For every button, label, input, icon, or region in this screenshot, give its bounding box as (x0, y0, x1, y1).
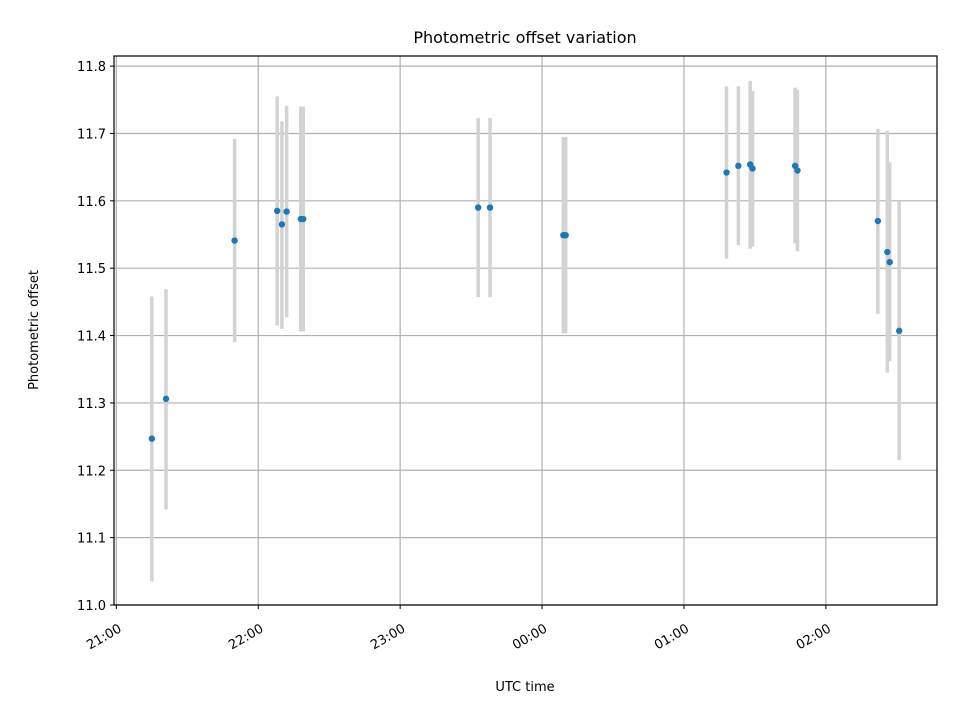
y-tick-label: 11.8 (77, 60, 106, 75)
data-point (874, 217, 882, 225)
data-point (723, 169, 730, 176)
y-tick-label: 11.5 (77, 262, 106, 277)
data-point (486, 204, 494, 211)
data-point (231, 237, 238, 244)
axis-ticks (110, 65, 827, 609)
data-point (791, 162, 799, 169)
y-axis-label: Photometric offset (27, 270, 42, 390)
data-points (148, 161, 903, 442)
data-point (299, 215, 307, 223)
data-point (162, 395, 170, 403)
data-point (794, 167, 801, 174)
data-point (273, 207, 281, 215)
data-point (148, 435, 156, 442)
y-tick-label: 11.7 (77, 127, 106, 142)
data-point (895, 327, 903, 335)
data-point (735, 162, 742, 169)
chart-title: Photometric offset variation (413, 28, 636, 47)
data-point (562, 231, 569, 239)
data-point (884, 248, 891, 256)
data-point (278, 221, 286, 228)
data-point (283, 208, 290, 215)
data-point (749, 165, 756, 172)
y-tick-label: 11.0 (77, 599, 106, 614)
y-tick-label: 11.1 (77, 532, 106, 547)
data-point (475, 204, 482, 211)
data-point (886, 258, 893, 266)
y-tick-label: 11.6 (77, 195, 106, 210)
plot-frame (113, 55, 938, 606)
y-tick-label: 11.2 (77, 464, 106, 479)
y-tick-label: 11.3 (77, 397, 106, 412)
grid-lines (114, 56, 937, 606)
y-tick-label: 11.4 (77, 330, 106, 345)
x-axis-label: UTC time (495, 680, 554, 695)
